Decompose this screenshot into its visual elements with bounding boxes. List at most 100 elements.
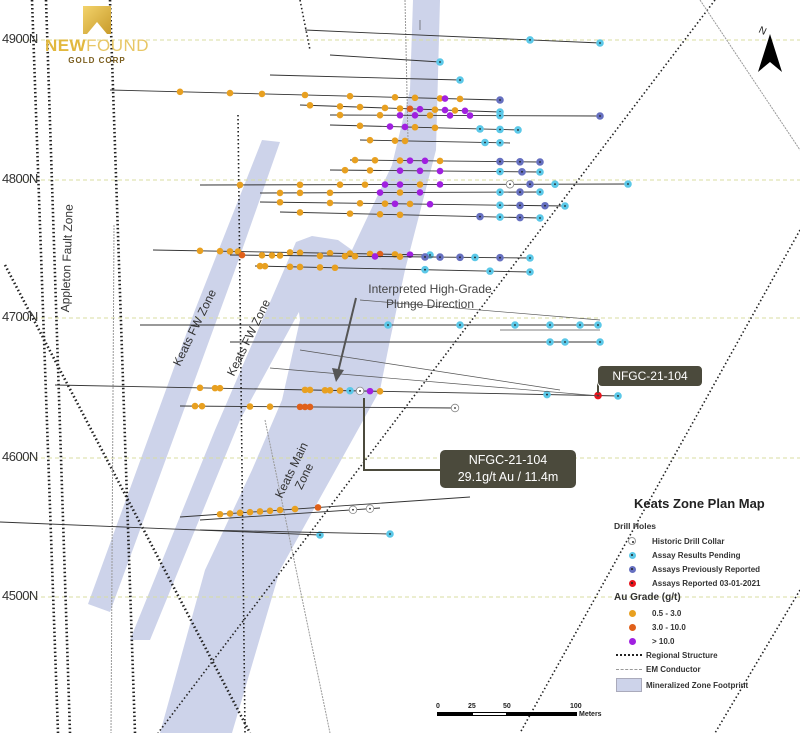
grade-high-sample	[376, 189, 384, 196]
legend: Keats Zone Plan Map Drill Holes Historic…	[612, 496, 800, 694]
grade-low-sample	[366, 136, 374, 144]
pending-collar-center	[479, 128, 481, 130]
grade-low-sample	[396, 157, 404, 164]
drill-hole-trace	[299, 349, 561, 391]
regional-structures	[3, 0, 800, 733]
result-callout-leader	[363, 398, 440, 471]
grade-low-sample	[391, 137, 399, 144]
grade-low-sample	[396, 105, 404, 112]
grade-low-sample	[371, 156, 379, 164]
grade-low-sample	[406, 200, 414, 208]
pending-collar-center	[564, 341, 566, 343]
grade-low-sample	[396, 253, 404, 260]
grade-low-sample	[266, 403, 274, 410]
regional-structure-line	[44, 0, 72, 733]
grade-high-sample	[426, 200, 434, 208]
grade-low-sample	[411, 123, 419, 131]
pending-collar-center	[499, 128, 501, 131]
historic-collar-icon	[628, 537, 636, 545]
pending-collar-center	[387, 324, 389, 326]
grade-low-sample	[176, 88, 184, 96]
grade-high-sample	[371, 253, 379, 260]
keats-fw-zone-2	[130, 236, 318, 640]
plunge-arrow-head	[332, 368, 344, 382]
pending-collar-center	[389, 533, 391, 535]
previous-collar-center	[459, 256, 461, 259]
historic-collar-center	[454, 407, 456, 409]
grade-high-sample	[436, 181, 444, 188]
grade-low-sample	[296, 181, 304, 189]
grade-low-sample	[301, 91, 309, 99]
grade-high-sample	[391, 200, 399, 208]
grade-high-sample	[416, 105, 424, 113]
em-conductor-line	[110, 224, 115, 733]
grade-mid-sample	[238, 251, 246, 259]
previous-collar-center	[599, 115, 601, 117]
regional-structure-line	[108, 0, 137, 733]
legend-previous: Assays Previously Reported	[612, 562, 800, 576]
grade-low-sample	[236, 509, 244, 517]
previous-collar-center	[519, 160, 521, 163]
grid-label-4900n: 4900N	[2, 31, 38, 46]
regional-structure-line	[299, 0, 311, 51]
grade-mid-sample	[376, 250, 384, 258]
grade-low-sample	[296, 209, 304, 216]
grade-high-sample	[386, 123, 394, 130]
grade-low-sample	[436, 95, 444, 102]
pending-collar-center	[474, 256, 476, 259]
pending-collar-center	[549, 341, 551, 343]
grade-low-sample	[286, 249, 294, 256]
grade-low-sample	[236, 181, 244, 189]
grade-high-icon	[628, 637, 636, 645]
pending-collar-center	[517, 129, 519, 131]
grade-low-sample	[396, 189, 404, 196]
drill-hole-trace	[329, 169, 541, 173]
pending-collar-center	[599, 341, 601, 343]
logo-name: NEWFOUND	[44, 36, 150, 55]
pending-collar-center	[539, 217, 541, 219]
grid-label-4800n: 4800N	[2, 171, 38, 186]
historic-collar-center	[369, 507, 371, 510]
previous-collar-center	[519, 204, 521, 207]
north-label: N	[757, 25, 768, 38]
drill-hole-trace	[269, 74, 461, 81]
grade-high-sample	[396, 181, 404, 188]
grid-label-4600n: 4600N	[2, 449, 38, 464]
grade-high-sample	[406, 157, 414, 164]
grade-high-sample	[421, 157, 429, 165]
zone-footprint-icon	[616, 678, 642, 692]
pending-collar-center	[599, 42, 601, 44]
grade-low-sample	[296, 189, 304, 197]
grade-low-sample	[196, 384, 204, 392]
grade-low-sample	[296, 249, 304, 256]
grade-low-sample	[276, 506, 284, 514]
pending-collar-center	[484, 141, 486, 144]
pending-collar-center	[459, 324, 461, 326]
grade-low-sample	[276, 198, 284, 206]
grade-low-sample	[411, 94, 419, 102]
pending-collar-center	[549, 324, 551, 326]
drill-hole-trace	[304, 29, 601, 44]
previous-collar-center	[529, 183, 531, 186]
grade-low-sample	[276, 252, 284, 259]
grade-high-sample	[411, 112, 419, 119]
grade-low-sample	[326, 387, 334, 394]
grade-low-sample	[326, 249, 334, 257]
grade-low-sample	[291, 505, 299, 513]
grade-low-sample	[336, 181, 344, 188]
previous-collar-center	[521, 170, 523, 173]
grade-low-sample	[356, 103, 364, 111]
grade-low-sample	[351, 156, 359, 164]
grade-low-sample	[346, 92, 354, 100]
pending-collar-center	[564, 205, 566, 207]
grade-low-sample	[306, 386, 314, 394]
pending-collar-center	[429, 254, 431, 256]
grade-mid-sample	[314, 504, 322, 511]
grade-low-sample	[381, 200, 389, 207]
grade-low-sample	[341, 252, 349, 260]
pending-collar-center	[499, 141, 501, 144]
legend-historic: Historic Drill Collar	[612, 534, 800, 548]
grade-low-sample	[366, 250, 374, 258]
grade-low-sample	[326, 189, 334, 197]
grade-low-sample	[336, 111, 344, 119]
